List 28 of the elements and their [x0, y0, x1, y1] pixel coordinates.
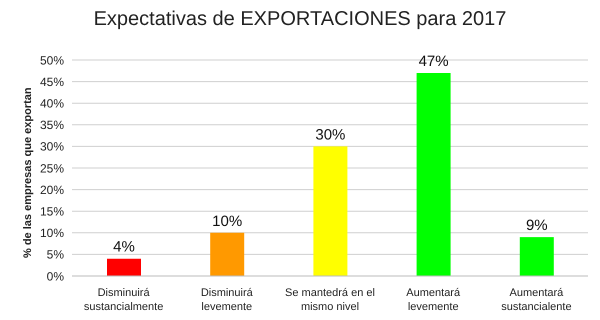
data-label: 30% — [315, 126, 346, 144]
bar — [520, 237, 554, 276]
y-tick-label: 25% — [40, 161, 64, 176]
y-axis-title: % de las empresas que exportan — [22, 87, 34, 258]
bar — [107, 258, 141, 276]
data-label: 10% — [212, 212, 242, 230]
y-tick-label: 5% — [46, 248, 64, 262]
y-tick-label: 0% — [46, 269, 64, 284]
chart-title: Expectativas de EXPORTACIONES para 2017 — [92, 8, 508, 31]
y-tick-label: 15% — [40, 204, 64, 218]
y-tick-label: 50% — [40, 53, 64, 68]
y-tick-label: 45% — [40, 74, 64, 89]
y-tick-label: 10% — [40, 226, 64, 240]
bar — [313, 146, 348, 276]
bar — [210, 232, 244, 276]
y-tick-label: 20% — [40, 182, 64, 197]
y-tick-label: 35% — [40, 118, 64, 132]
y-tick-label: 30% — [40, 140, 64, 154]
x-tick-label: Aumentará sustancialente — [501, 287, 572, 313]
x-tick-label: Aumentará levemente — [406, 287, 461, 313]
data-label: 47% — [418, 52, 449, 70]
data-label: 9% — [526, 217, 548, 234]
x-tick-label: Se mantedrá en el mismo nivel — [285, 287, 375, 313]
y-tick-label: 40% — [40, 96, 64, 110]
data-label: 4% — [113, 238, 135, 256]
x-tick-label: Disminuirá levemente — [200, 287, 254, 313]
bar — [416, 72, 451, 276]
x-tick-label: Disminuirá sustancialmente — [84, 287, 164, 313]
